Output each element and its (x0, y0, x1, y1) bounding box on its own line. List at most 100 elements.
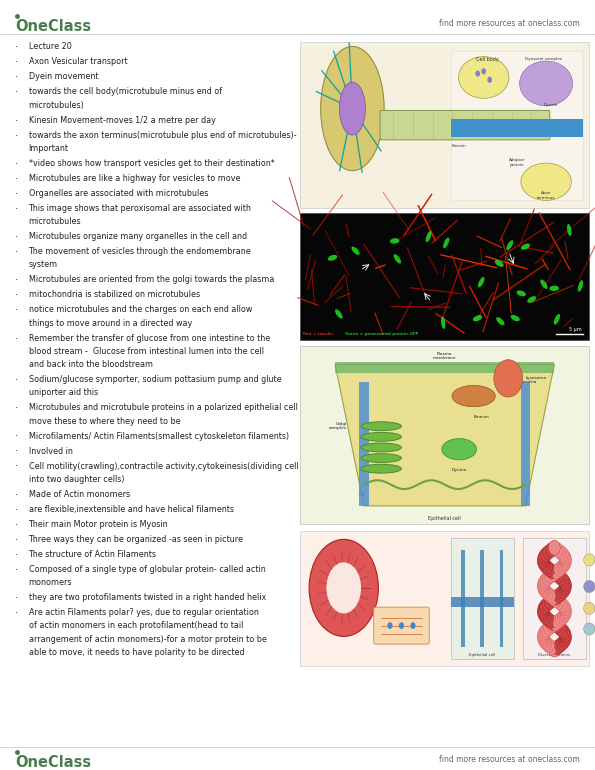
Ellipse shape (521, 243, 530, 249)
Circle shape (547, 590, 559, 605)
Ellipse shape (496, 317, 505, 325)
Ellipse shape (516, 290, 526, 296)
Ellipse shape (584, 623, 595, 635)
Circle shape (550, 590, 562, 605)
FancyBboxPatch shape (521, 382, 530, 506)
Text: Epithelial cell: Epithelial cell (469, 653, 496, 657)
Ellipse shape (361, 443, 402, 452)
Ellipse shape (352, 246, 359, 255)
Circle shape (559, 634, 570, 648)
Text: Dynactin complex: Dynactin complex (525, 56, 562, 61)
Text: ·: · (15, 72, 18, 82)
Circle shape (545, 568, 556, 584)
Ellipse shape (584, 554, 595, 566)
Circle shape (553, 588, 565, 603)
Circle shape (542, 612, 554, 627)
Text: blood stream -  Glucose from intestinal lumen into the cell: blood stream - Glucose from intestinal l… (29, 346, 264, 356)
Ellipse shape (478, 277, 484, 287)
Circle shape (538, 575, 550, 590)
Text: things to move around in a directed way: things to move around in a directed way (29, 319, 192, 327)
Circle shape (549, 642, 560, 657)
Text: Mitochondria
Vesicle: Mitochondria Vesicle (508, 380, 537, 389)
Text: Sodium/glucose symporter, sodium pottasium pump and glute: Sodium/glucose symporter, sodium pottasi… (29, 375, 281, 384)
FancyBboxPatch shape (300, 42, 589, 208)
Circle shape (546, 618, 558, 633)
FancyBboxPatch shape (450, 538, 514, 659)
Circle shape (475, 71, 480, 77)
Text: find more resources at oneclass.com: find more resources at oneclass.com (439, 755, 580, 764)
Ellipse shape (361, 454, 402, 463)
Circle shape (540, 599, 551, 614)
Text: ·: · (15, 174, 18, 184)
Circle shape (537, 579, 549, 594)
Text: move these to where they need to be: move these to where they need to be (29, 417, 180, 426)
Circle shape (558, 625, 570, 640)
Circle shape (541, 586, 553, 601)
Circle shape (544, 562, 555, 577)
Text: towards the axon terminus(microtubule plus end of microtubules)-: towards the axon terminus(microtubule pl… (29, 131, 296, 139)
Text: ·: · (15, 505, 18, 515)
Text: ER: ER (358, 492, 365, 497)
Circle shape (560, 605, 571, 620)
Text: notice microtubules and the charges on each end allow: notice microtubules and the charges on e… (29, 306, 252, 314)
Circle shape (560, 579, 572, 594)
Circle shape (560, 631, 571, 646)
Circle shape (544, 588, 556, 603)
Circle shape (559, 608, 571, 622)
Circle shape (559, 581, 571, 596)
Ellipse shape (494, 260, 504, 267)
Circle shape (551, 564, 562, 579)
Text: VTC: VTC (455, 447, 464, 451)
Circle shape (543, 638, 555, 653)
Text: ·: · (15, 431, 18, 441)
Circle shape (549, 541, 560, 555)
Text: microtubules: microtubules (29, 217, 81, 226)
Circle shape (546, 564, 558, 579)
Text: ·: · (15, 159, 18, 169)
Circle shape (547, 592, 559, 608)
Ellipse shape (441, 316, 446, 329)
Circle shape (538, 631, 549, 646)
Text: ·: · (15, 608, 18, 618)
Text: able to move, it needs to have polarity to be directed: able to move, it needs to have polarity … (29, 648, 244, 657)
Circle shape (559, 601, 571, 616)
Circle shape (555, 544, 566, 560)
Text: Dynein: Dynein (452, 468, 467, 473)
FancyBboxPatch shape (335, 363, 555, 373)
Ellipse shape (567, 224, 572, 236)
FancyBboxPatch shape (500, 550, 503, 647)
Text: ·: · (15, 447, 18, 457)
Ellipse shape (443, 237, 449, 248)
Ellipse shape (328, 255, 337, 261)
FancyBboxPatch shape (522, 538, 586, 659)
Circle shape (552, 640, 563, 654)
Circle shape (548, 567, 559, 581)
Text: ·: · (15, 232, 18, 242)
FancyBboxPatch shape (380, 110, 550, 140)
FancyBboxPatch shape (450, 598, 514, 608)
Circle shape (481, 69, 486, 75)
Text: Lysosome: Lysosome (525, 377, 547, 380)
Ellipse shape (540, 280, 547, 289)
Circle shape (541, 597, 553, 611)
Text: Important: Important (29, 144, 68, 153)
Circle shape (559, 549, 570, 564)
Circle shape (399, 622, 404, 629)
Text: ·: · (15, 42, 18, 52)
Circle shape (549, 642, 560, 657)
Circle shape (560, 555, 571, 571)
Circle shape (544, 621, 555, 635)
Circle shape (556, 597, 567, 611)
Circle shape (560, 578, 571, 592)
Text: This image shows that peroxisomal are associated with: This image shows that peroxisomal are as… (29, 204, 252, 213)
Ellipse shape (506, 240, 513, 250)
Text: ·: · (15, 535, 18, 545)
Text: ·: · (15, 550, 18, 560)
Circle shape (558, 599, 569, 614)
Text: towards the cell body(microtubule minus end of: towards the cell body(microtubule minus … (29, 87, 222, 96)
Text: monomers: monomers (29, 578, 72, 587)
Circle shape (557, 547, 568, 561)
Text: uniporter aid this: uniporter aid this (29, 388, 98, 397)
Text: Lecture 20: Lecture 20 (29, 42, 71, 52)
Ellipse shape (309, 539, 378, 636)
